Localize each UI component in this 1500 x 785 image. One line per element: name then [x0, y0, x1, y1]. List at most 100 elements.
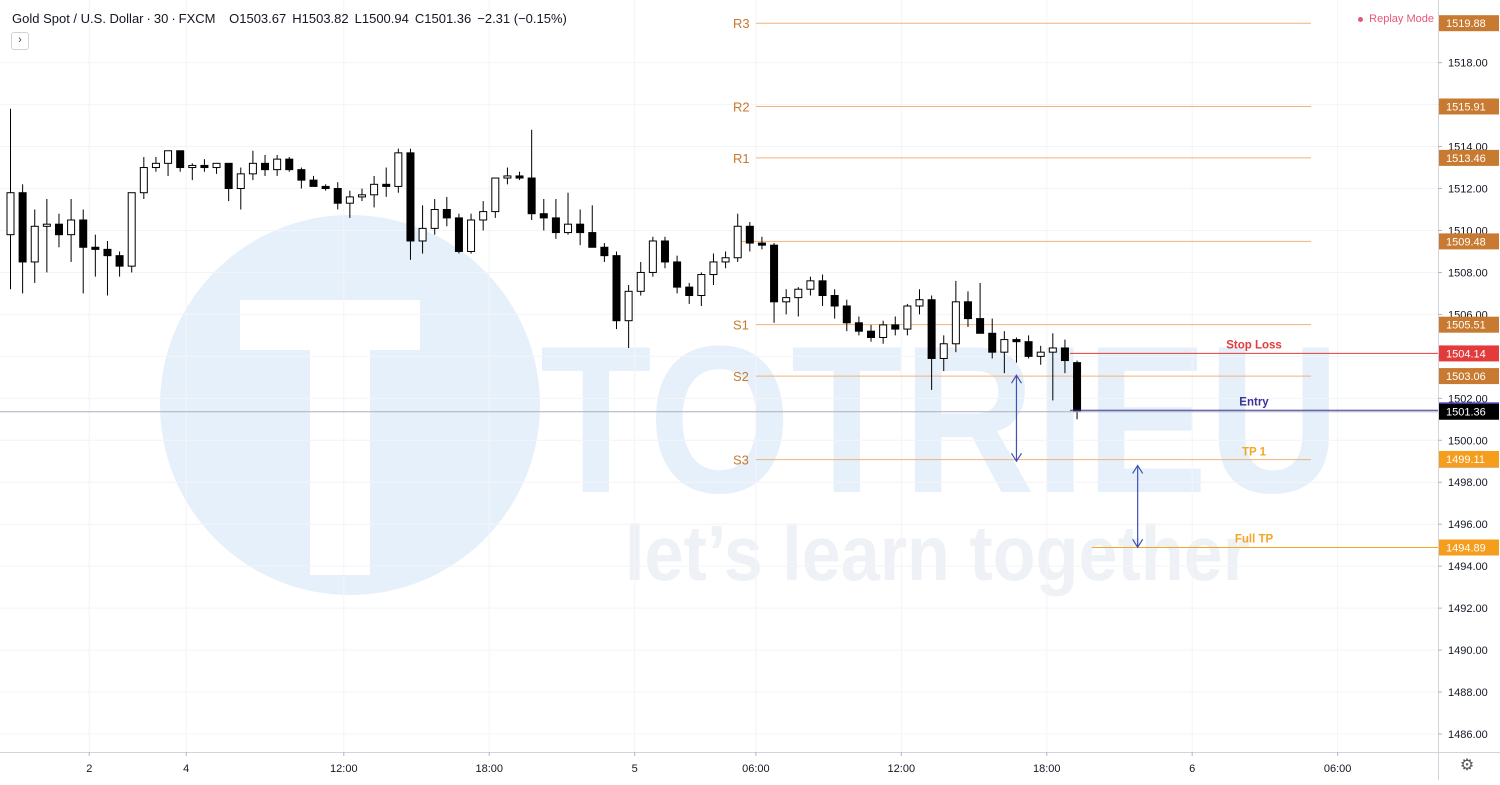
level-price-tag-2-bg: [1439, 149, 1499, 166]
candle-body-76: [927, 299, 936, 359]
candle-body-41: [503, 175, 512, 179]
level-price-tag-2: 1513.46: [1446, 153, 1486, 165]
price-tick-label-16: 1486.00: [1448, 729, 1488, 741]
candle-body-54: [660, 240, 669, 263]
candle-body-56: [685, 286, 694, 297]
level-label-s2: S2: [733, 369, 749, 384]
level-price-tag-0: 1519.88: [1446, 18, 1486, 30]
candle-body-57: [697, 274, 706, 297]
replay-dot-icon: [1358, 16, 1364, 22]
candle-body-25: [309, 179, 318, 187]
level-label-r3: R3: [733, 16, 750, 31]
time-tick-label-3: 18:00: [475, 763, 503, 775]
level-price-tag-0-bg: [1439, 15, 1499, 32]
candle-body-12: [151, 162, 160, 169]
trade-price-tag-2: 1499.11: [1446, 454, 1485, 466]
replay-mode-indicator[interactable]: Replay Mode: [1358, 13, 1434, 25]
price-tick-label-15: 1488.00: [1448, 687, 1488, 699]
candle-body-59: [721, 257, 730, 263]
trade-price-tag-0-bg: [1439, 345, 1499, 362]
candle-body-46: [564, 223, 573, 234]
price-tick-label-11: 1496.00: [1448, 519, 1488, 531]
candle-body-43: [527, 177, 536, 215]
price-tick-label-10: 1498.00: [1448, 477, 1488, 489]
candle-body-73: [891, 324, 900, 330]
candle-body-7: [91, 246, 100, 250]
candle-body-23: [285, 158, 294, 171]
candle-body-86: [1048, 347, 1057, 353]
pivot-levels: R3 R2 R1 S1 S2 S3: [733, 16, 1311, 468]
candle-body-24: [297, 169, 306, 181]
symbol-header: Gold Spot / U.S. Dollar · 30 · FXCM O1503.67…: [12, 11, 573, 26]
price-tick-label-9: 1500.00: [1448, 435, 1488, 447]
grid: [0, 0, 1438, 752]
price-tick-label-3: 1512.00: [1448, 184, 1488, 196]
candle-body-87: [1060, 347, 1069, 362]
time-tick-label-0: 2: [86, 763, 92, 775]
high-value: H1503.82: [292, 11, 349, 26]
candle-body-83: [1012, 339, 1021, 343]
time-axis[interactable]: 2 4 12:00 18:00 5 06:00 12:00 18:00 6 06:00: [0, 752, 1500, 780]
gear-icon[interactable]: ⚙: [1459, 757, 1475, 774]
level-label-s3: S3: [733, 453, 749, 468]
candle-body-63: [770, 244, 779, 303]
time-tick-label-5: 06:00: [742, 763, 770, 775]
collapse-legend-button[interactable]: ›: [11, 32, 29, 50]
price-tick-label-14: 1490.00: [1448, 645, 1488, 657]
candle-body-36: [442, 209, 451, 219]
time-tick-label-4: 5: [632, 763, 638, 775]
candle-body-72: [879, 324, 888, 338]
candle-body-32: [394, 152, 403, 187]
candle-body-78: [951, 301, 960, 345]
watermark-logo-cut: [240, 300, 420, 350]
candle-body-68: [830, 295, 839, 307]
candle-body-75: [915, 299, 924, 307]
candle-body-69: [842, 305, 851, 324]
candle-body-2: [30, 225, 39, 263]
close-value: C1501.36: [414, 11, 472, 26]
level-price-tag-1: 1515.91: [1446, 101, 1486, 113]
candle-body-8: [103, 248, 112, 257]
level-label-r1: R1: [733, 151, 750, 166]
trade-price-tag-3: 1494.89: [1446, 542, 1486, 554]
candle-body-45: [551, 217, 560, 234]
candle-body-77: [939, 343, 948, 359]
price-axis[interactable]: 1518.001516.001514.001512.001510.001508.…: [1438, 0, 1500, 780]
candle-body-31: [382, 183, 391, 187]
candle-body-18: [224, 162, 233, 190]
candle-body-15: [188, 164, 197, 169]
level-price-tag-5-bg: [1439, 368, 1499, 385]
candle-body-19: [236, 173, 245, 190]
candle-body-29: [357, 194, 366, 198]
time-tick-label-9: 06:00: [1324, 763, 1352, 775]
price-tick-label-12: 1494.00: [1448, 561, 1488, 573]
candle-body-53: [648, 240, 657, 273]
candle-body-5: [67, 219, 76, 236]
candle-body-49: [600, 246, 609, 257]
open-value: O1503.67: [229, 11, 287, 26]
time-tick-label-1: 4: [183, 763, 189, 775]
data-source: FXCM: [178, 11, 216, 26]
candle-body-42: [515, 175, 524, 179]
interval[interactable]: 30: [153, 11, 169, 26]
candle-body-40: [491, 177, 500, 213]
candle-body-70: [854, 322, 863, 332]
replay-mode-label: Replay Mode: [1369, 13, 1434, 25]
candle-body-33: [406, 152, 415, 242]
candle-body-65: [794, 288, 803, 299]
candle-body-85: [1036, 351, 1045, 357]
level-price-tag-3: 1509.48: [1446, 236, 1486, 248]
candle-body-39: [479, 211, 488, 221]
symbol-name[interactable]: Gold Spot / U.S. Dollar: [12, 11, 144, 26]
candle-body-13: [164, 150, 173, 164]
level-label-r2: R2: [733, 99, 750, 114]
candle-body-20: [248, 162, 257, 175]
time-tick-label-7: 18:00: [1033, 763, 1061, 775]
candle-body-55: [673, 261, 682, 288]
candle-body-61: [745, 225, 754, 244]
candle-body-0: [6, 192, 15, 236]
candle-body-9: [115, 255, 124, 267]
level-price-tag-4-bg: [1439, 316, 1499, 333]
